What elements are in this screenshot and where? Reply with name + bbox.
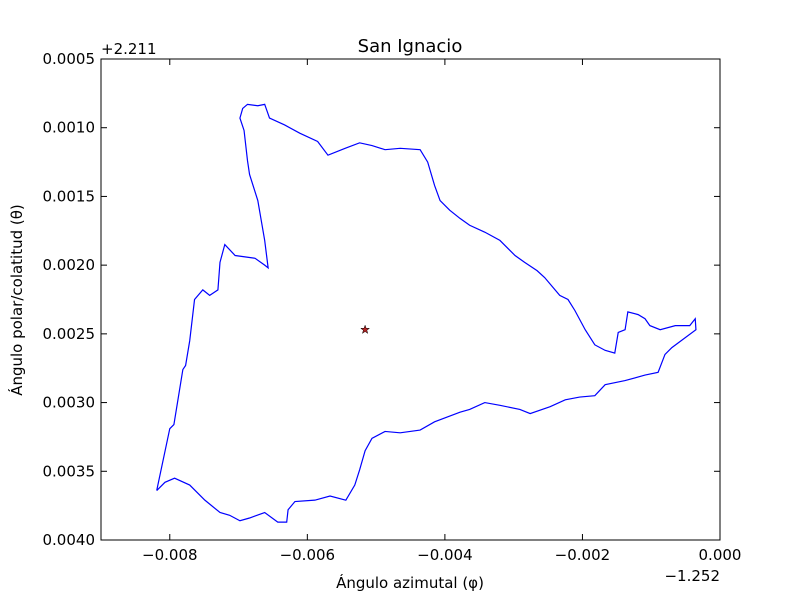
x-offset-label: −1.252 <box>664 567 720 585</box>
star-marker <box>360 324 371 334</box>
boundary-line <box>156 103 697 523</box>
chart-title: San Ignacio <box>358 36 463 57</box>
x-axis-label: Ángulo azimutal (φ) <box>336 573 484 592</box>
x-tick-label: −0.002 <box>555 546 611 564</box>
y-tick-label: 0.0040 <box>43 531 96 549</box>
y-axis-label: Ángulo polar/colatitud (θ) <box>7 204 26 396</box>
x-tick-label: −0.008 <box>142 546 198 564</box>
x-tick-label: −0.004 <box>417 546 473 564</box>
x-tick-label: 0.000 <box>699 546 742 564</box>
x-tick-label: −0.006 <box>280 546 336 564</box>
y-tick-label: 0.0020 <box>43 256 96 274</box>
plot-frame <box>100 58 721 541</box>
y-offset-label: +2.211 <box>101 40 157 58</box>
y-tick-label: 0.0010 <box>43 119 96 137</box>
y-tick-label: 0.0005 <box>43 50 96 68</box>
y-tick-label: 0.0030 <box>43 394 96 412</box>
y-tick-label: 0.0035 <box>43 462 96 480</box>
y-tick-label: 0.0015 <box>43 187 96 205</box>
y-tick-label: 0.0025 <box>43 325 96 343</box>
